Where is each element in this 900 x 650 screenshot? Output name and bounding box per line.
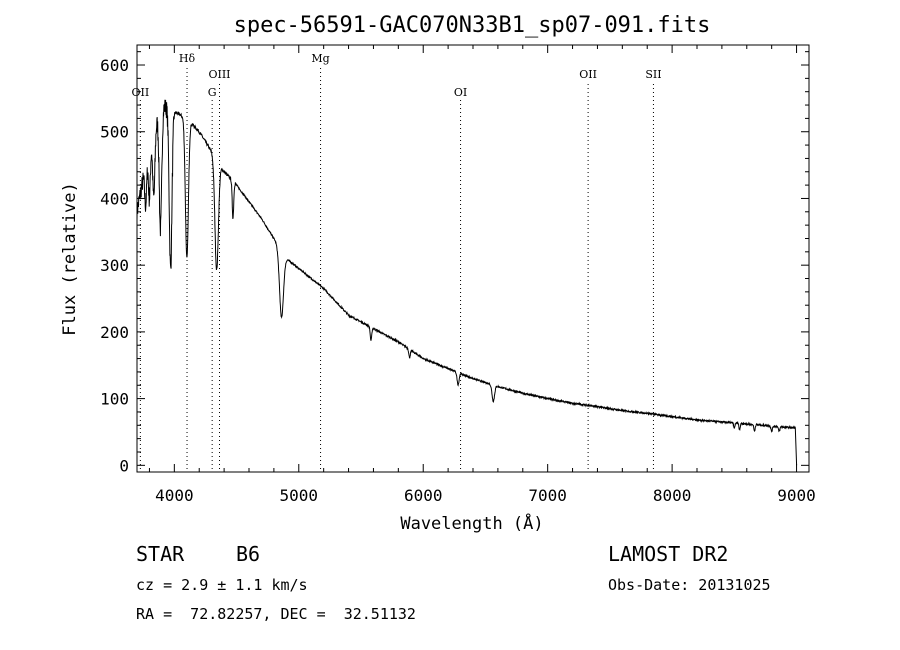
marker-label: OII (132, 86, 150, 99)
y-tick-label: 400 (100, 189, 129, 208)
coordinates: RA = 72.82257, DEC = 32.51132 (136, 605, 416, 623)
marker-label: Mg (311, 52, 329, 65)
emission-line-markers: OII Hδ OIII G Mg OI OII SII (132, 52, 662, 472)
y-axis-ticks: 0 100 200 300 400 500 600 (100, 51, 809, 475)
y-tick-label: 0 (119, 456, 129, 475)
x-tick-label: 6000 (404, 486, 443, 505)
y-tick-label: 500 (100, 123, 129, 142)
survey-name: LAMOST DR2 (608, 542, 729, 566)
marker-label: SII (645, 68, 661, 81)
x-axis-ticks: 4000 5000 6000 7000 8000 9000 (148, 45, 816, 505)
chart-title: spec-56591-GAC070N33B1_sp07-091.fits (234, 13, 711, 38)
x-tick-label: 4000 (155, 486, 194, 505)
object-class: STAR (136, 542, 185, 566)
x-tick-label: 5000 (280, 486, 319, 505)
y-tick-label: 200 (100, 323, 129, 342)
marker-label: OI (454, 86, 467, 99)
x-axis-label: Wavelength (Å) (400, 512, 543, 534)
x-tick-label: 8000 (653, 486, 692, 505)
x-tick-label: 9000 (777, 486, 816, 505)
spectrum-line (136, 99, 798, 466)
y-tick-label: 300 (100, 256, 129, 275)
marker-label: OII (579, 68, 597, 81)
y-tick-label: 600 (100, 56, 129, 75)
y-tick-label: 100 (100, 390, 129, 409)
plot-frame (136, 44, 810, 473)
observation-date: Obs-Date: 20131025 (608, 576, 771, 594)
y-axis-label: Flux (relative) (60, 182, 80, 336)
marker-label: G (208, 86, 217, 99)
marker-label: OIII (208, 68, 230, 81)
marker-label: Hδ (179, 52, 196, 65)
x-tick-label: 7000 (528, 486, 567, 505)
object-subclass: B6 (236, 542, 261, 566)
redshift-cz: cz = 2.9 ± 1.1 km/s (136, 576, 308, 594)
